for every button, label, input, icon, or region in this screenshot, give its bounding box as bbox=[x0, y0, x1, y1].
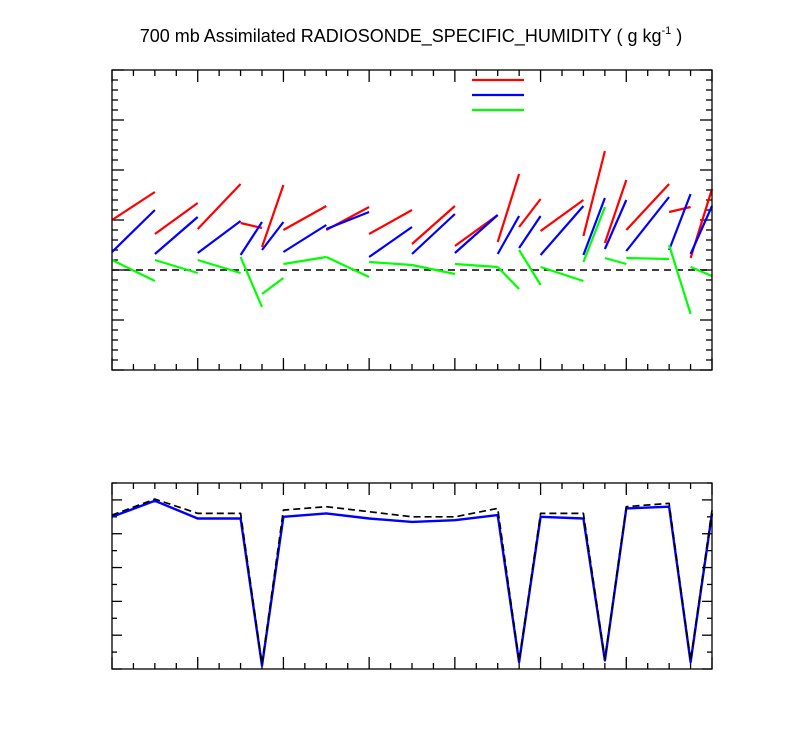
rmse-line-segment bbox=[368, 209, 413, 235]
bias-o-f-line-segment bbox=[369, 260, 413, 267]
top-panel bbox=[111, 69, 714, 371]
rmse-line-segment bbox=[154, 202, 199, 235]
rmse-line-segment bbox=[603, 179, 628, 244]
sprd-ob-error-line-segment bbox=[689, 205, 714, 255]
rmse-line-segment bbox=[196, 183, 242, 230]
sprd-ob-error-line-segment bbox=[368, 226, 413, 258]
bias-o-f-line-segment bbox=[154, 258, 199, 275]
sprd-ob-error-line-segment bbox=[582, 197, 606, 256]
rmse-line-segment bbox=[668, 205, 691, 214]
bias-o-f-line-segment bbox=[325, 256, 370, 278]
sprd-ob-error-line-segment bbox=[261, 221, 285, 251]
sprd-ob-error-line-segment bbox=[111, 209, 156, 253]
sprd-ob-error-line-segment bbox=[539, 205, 585, 256]
rmse-line-segment bbox=[411, 205, 456, 245]
bias-o-f-line-segment bbox=[283, 255, 327, 266]
sprd-ob-error-line-segment bbox=[625, 196, 670, 252]
bias-o-f-line-segment bbox=[518, 249, 542, 286]
rmse-line-segment bbox=[539, 199, 585, 232]
bias-o-f-line-segment bbox=[496, 266, 520, 290]
sprd-ob-error-line-segment bbox=[411, 213, 456, 255]
sprd-ob-error-line-segment bbox=[603, 199, 628, 250]
possible-line bbox=[111, 498, 713, 665]
bias-o-f-line-segment bbox=[197, 258, 241, 275]
bias-o-f-line-segment bbox=[582, 206, 606, 263]
sprd-ob-error-line-segment bbox=[197, 220, 242, 254]
rmse-line-segment bbox=[260, 184, 285, 248]
plot-frame bbox=[111, 69, 713, 371]
sprd-ob-error-line-segment bbox=[496, 215, 521, 255]
assimilated-line bbox=[111, 499, 714, 667]
plot-frame bbox=[111, 482, 713, 670]
bottom-panel bbox=[111, 482, 714, 670]
bias-o-f-line-segment bbox=[604, 256, 627, 266]
bias-o-f-line-segment bbox=[690, 265, 713, 278]
bias-o-f-line-segment bbox=[261, 277, 285, 295]
sprd-ob-error-line-segment bbox=[518, 215, 542, 249]
sprd-ob-error-line-segment bbox=[668, 193, 692, 251]
bias-o-f-line-segment bbox=[239, 256, 264, 308]
bias-o-f-line-segment bbox=[626, 256, 670, 261]
sprd-ob-error-line-segment bbox=[325, 210, 370, 231]
bias-o-f-line-segment bbox=[454, 262, 498, 269]
rmse-line-segment bbox=[496, 173, 521, 243]
chart-title: 700 mb Assimilated RADIOSONDE_SPECIFIC_H… bbox=[140, 25, 683, 47]
sprd-ob-error-line-segment bbox=[239, 221, 263, 256]
bias-o-f-line-segment bbox=[668, 244, 692, 315]
rmse-line-segment bbox=[582, 150, 606, 237]
sprd-ob-error-line-segment bbox=[154, 216, 199, 255]
bias-o-f-line-segment bbox=[411, 263, 456, 276]
sprd-ob-error-line-segment bbox=[282, 224, 327, 253]
sprd-ob-error-line-segment bbox=[454, 214, 499, 254]
rmse-line-segment bbox=[282, 205, 327, 231]
rmse-line-segment bbox=[625, 183, 670, 231]
rmse-line-segment bbox=[518, 198, 542, 228]
bias-o-f-line-segment bbox=[540, 265, 584, 283]
rmse-line-segment bbox=[111, 191, 156, 221]
bias-o-f-line-segment bbox=[111, 259, 156, 282]
